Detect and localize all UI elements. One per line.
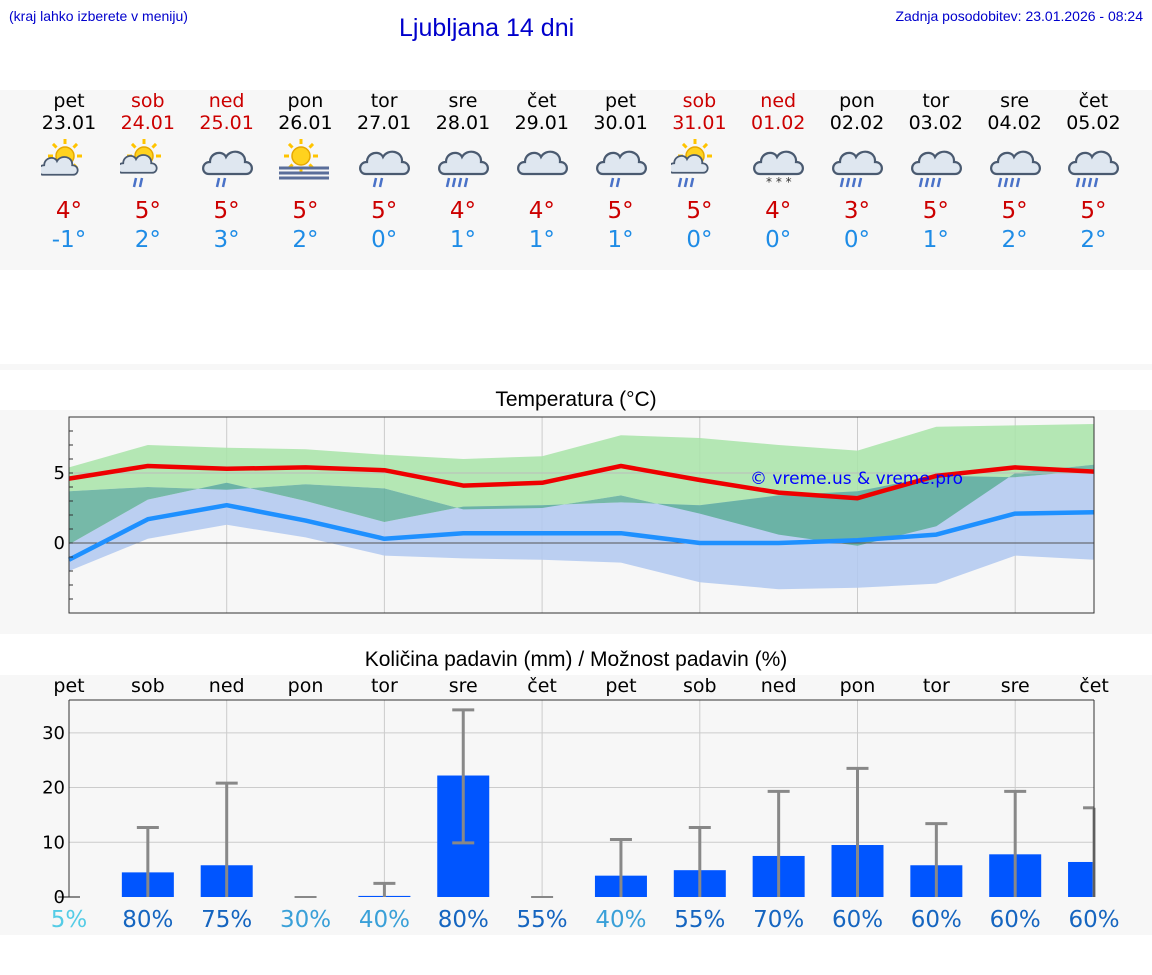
temp-max: 5° (134, 198, 161, 224)
cloud-rain-icon (593, 138, 649, 190)
cloud-heavy-rain-icon (829, 138, 885, 190)
day-date: 01.02 (750, 112, 806, 134)
temp-max: 5° (1001, 198, 1028, 224)
temp-max: 4° (765, 198, 792, 224)
day-name: sre (448, 90, 478, 112)
cloud-rain-icon (356, 138, 412, 190)
separator-band (0, 364, 1152, 370)
day-name: sob (131, 90, 165, 112)
cloud-rain-icon (199, 138, 255, 190)
day-date: 25.01 (199, 112, 254, 134)
temp-min: 0° (686, 227, 713, 253)
day-name: pet (53, 90, 85, 112)
temp-min: 3° (213, 227, 240, 253)
temp-min: 2° (1080, 227, 1107, 253)
temp-min: 0° (371, 227, 398, 253)
page-title: Ljubljana 14 dni (399, 14, 575, 42)
temp-max: 5° (292, 198, 319, 224)
sun-heavy-rain-icon (668, 138, 727, 190)
temp-min: 2° (134, 227, 161, 253)
day-date: 24.01 (120, 112, 175, 134)
temp-min: 1° (449, 227, 477, 253)
precipitation-title: Količina padavin (mm) / Možnost padavin … (364, 648, 788, 671)
day-date: 03.02 (908, 112, 963, 134)
forecast-strip (0, 90, 1152, 270)
temp-min: 1° (922, 227, 949, 253)
day-date: 29.01 (514, 112, 569, 134)
temp-min: 2° (1001, 227, 1028, 253)
temp-max: 5° (922, 198, 949, 224)
day-date: 27.01 (356, 112, 412, 134)
temperature-title: Temperatura (°C) (495, 388, 657, 411)
day-name: čet (1078, 90, 1109, 112)
day-name: sob (682, 90, 717, 112)
cloud-heavy-rain-icon (908, 138, 964, 190)
temp-max: 5° (1080, 198, 1107, 224)
day-date: 30.01 (593, 112, 648, 134)
temp-max: 4° (55, 198, 83, 224)
temp-min: 2° (292, 227, 319, 253)
day-date: 23.01 (41, 112, 97, 134)
sun-cloud-rain-icon (116, 138, 176, 190)
day-date: 31.01 (672, 112, 727, 134)
day-date: 26.01 (278, 112, 333, 134)
cloud-heavy-rain-icon (987, 138, 1043, 190)
temp-min: 1° (528, 227, 555, 253)
cloud-heavy-rain-icon (435, 138, 491, 190)
cloud-heavy-rain-icon (1065, 138, 1121, 190)
day-name: pon (839, 90, 875, 112)
day-name: ned (208, 90, 245, 112)
temperature-panel (0, 410, 1152, 634)
temp-min: 0° (765, 227, 792, 253)
temp-min: 0° (843, 227, 871, 253)
temp-min: -1° (51, 227, 87, 253)
sun-cloud-icon (37, 138, 97, 190)
day-date: 28.01 (435, 112, 491, 134)
temp-max: 5° (213, 198, 240, 224)
temp-max: 3° (843, 198, 871, 224)
fog-icon (279, 166, 330, 180)
temp-min: 1° (607, 227, 634, 253)
day-name: ned (760, 90, 797, 112)
day-date: 02.02 (829, 112, 885, 134)
cloud-icon (514, 138, 570, 190)
temp-max: 5° (371, 198, 398, 224)
day-date: 05.02 (1066, 112, 1121, 134)
temp-max: 5° (607, 198, 634, 224)
day-name: sre (1000, 90, 1030, 112)
menu-hint[interactable]: (kraj lahko izberete v meniju) (9, 8, 188, 24)
temp-max: 4° (449, 198, 477, 224)
last-updated: Zadnja posodobitev: 23.01.2026 - 08:24 (895, 8, 1143, 24)
temp-max: 5° (686, 198, 713, 224)
temp-max: 4° (528, 198, 555, 224)
day-name: tor (922, 90, 950, 112)
day-date: 04.02 (987, 112, 1042, 134)
day-name: pon (287, 90, 324, 112)
day-name: pet (604, 90, 637, 112)
sun-fog-icon (277, 138, 333, 190)
cloud-snow-icon: * * * (750, 138, 806, 190)
day-name: tor (370, 90, 398, 112)
precipitation-panel (0, 675, 1152, 935)
svg-text:* * *: * * * (766, 175, 792, 189)
day-name: čet (527, 90, 557, 112)
sun-icon (284, 139, 319, 173)
